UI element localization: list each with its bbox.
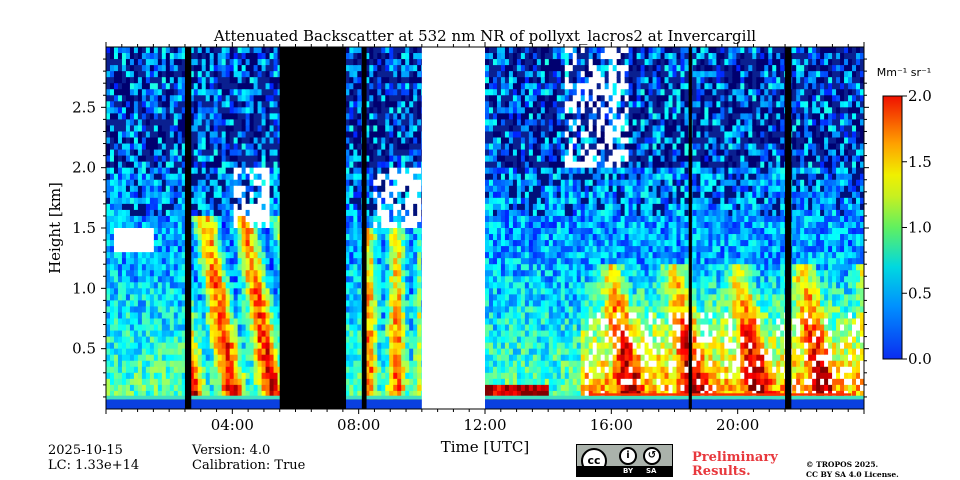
x-tick-label: 20:00 xyxy=(716,416,759,434)
missing-data-gap xyxy=(421,47,485,409)
x-axis-label: Time [UTC] xyxy=(441,438,530,456)
attribution-person-icon: i xyxy=(619,447,637,465)
copyright-line: © TROPOS 2025. xyxy=(806,460,879,469)
x-tick-label: 04:00 xyxy=(211,416,254,434)
license-line: CC BY SA 4.0 License. xyxy=(806,470,899,479)
x-axis: 04:00 08:00 12:00 16:00 20:00 xyxy=(105,42,865,434)
calibration-label: Calibration: True xyxy=(192,458,306,473)
x-tick-label: 12:00 xyxy=(463,416,506,434)
no-signal-bar xyxy=(785,47,792,409)
colorbar-axis: 0.0 0.5 1.0 1.5 2.0 xyxy=(902,87,932,368)
y-tick-label: 0.5 xyxy=(72,340,96,358)
no-signal-bar xyxy=(279,47,347,409)
share-alike-icon: ↺ xyxy=(643,447,661,465)
colorbar-tick-label: 1.5 xyxy=(908,153,932,171)
cc-sa-label: SA xyxy=(646,467,657,475)
x-tick-label: 08:00 xyxy=(337,416,380,434)
y-axis-label: Height [km] xyxy=(46,182,64,274)
x-tick-label: 16:00 xyxy=(590,416,633,434)
preliminary-line1: Preliminary xyxy=(692,450,778,465)
colorbar-tick-label: 0.0 xyxy=(908,350,932,368)
colorbar-tick-label: 0.5 xyxy=(908,284,932,302)
no-signal-bar xyxy=(688,47,692,409)
colorbar xyxy=(882,95,903,360)
colorbar-tick-label: 1.0 xyxy=(908,219,932,237)
backscatter-heatmap xyxy=(106,47,864,409)
cc-by-label: BY xyxy=(623,467,634,475)
no-signal-bar xyxy=(361,47,367,409)
version-label: Version: 4.0 xyxy=(192,443,271,458)
colorbar-unit-label: Mm⁻¹ sr⁻¹ xyxy=(877,66,931,79)
y-tick-label: 2.5 xyxy=(72,98,96,116)
preliminary-line2: Results. xyxy=(692,464,751,479)
date-label: 2025-10-15 xyxy=(48,443,123,458)
no-signal-bar xyxy=(184,47,192,409)
colorbar-tick-label: 2.0 xyxy=(908,87,932,105)
y-tick-label: 2.0 xyxy=(72,159,96,177)
y-tick-label: 1.5 xyxy=(72,219,96,237)
y-tick-label: 1.0 xyxy=(72,279,96,297)
y-axis: 0.5 1.0 1.5 2.0 2.5 xyxy=(72,58,869,398)
lidar-constant-label: LC: 1.33e+14 xyxy=(48,458,140,473)
chart-title: Attenuated Backscatter at 532 nm NR of p… xyxy=(213,27,756,45)
cc-by-sa-badge: cc i ↺ BY SA xyxy=(576,444,673,477)
